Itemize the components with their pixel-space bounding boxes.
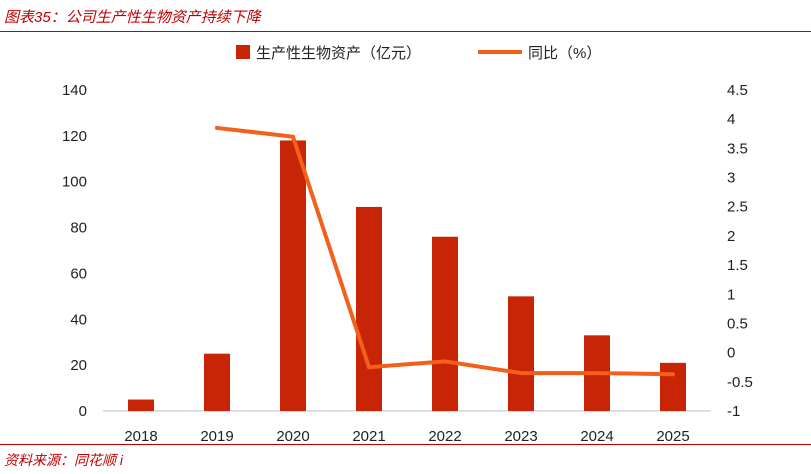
y-left-tick-label: 40 (70, 311, 87, 328)
y-left-tick-label: 120 (62, 128, 87, 145)
legend-label-line: 同比（%） (528, 45, 601, 62)
title-divider (0, 31, 811, 32)
y-right-tick-label: -1 (727, 403, 740, 420)
y-right-tick-label: 0.5 (727, 315, 748, 332)
figure-title: 图表35：公司生产性生物资产持续下降 (4, 9, 261, 26)
source-note: 资料来源：同花顺 i (4, 452, 123, 468)
y-left-tick-label: 140 (62, 82, 87, 99)
x-tick-label: 2018 (124, 428, 157, 445)
y-left-tick-label: 80 (70, 220, 87, 237)
bars (128, 140, 686, 411)
y-left-tick-label: 60 (70, 265, 87, 282)
y-right-tick-label: 3.5 (727, 140, 748, 157)
x-tick-label: 2021 (352, 428, 385, 445)
point-2023 (519, 371, 523, 376)
y-right-tick-label: 2 (727, 228, 735, 245)
x-tick-label: 2024 (580, 428, 613, 445)
y-left-tick-label: 100 (62, 174, 87, 191)
point-2022 (443, 359, 447, 364)
x-tick-label: 2022 (428, 428, 461, 445)
bar-2023 (508, 296, 534, 411)
bar-2018 (128, 399, 154, 411)
legend-label-bar: 生产性生物资产（亿元） (256, 45, 421, 62)
y-left-tick-label: 0 (79, 403, 87, 420)
source-divider (0, 444, 811, 445)
legend: 生产性生物资产（亿元） 同比（%） (236, 45, 601, 62)
bar-2025 (660, 362, 686, 411)
bar-2022 (432, 236, 458, 411)
point-2021 (367, 365, 371, 370)
x-axis-ticks: 2018 2019 2020 2021 2022 2023 2024 2025 (124, 428, 689, 445)
bar-2021 (356, 206, 382, 411)
y-right-tick-label: 3 (727, 170, 735, 187)
y-right-tick-label: 1.5 (727, 257, 748, 274)
x-tick-label: 2019 (200, 428, 233, 445)
bar-2020 (280, 140, 306, 411)
point-2025 (671, 372, 675, 377)
point-2019 (215, 125, 219, 130)
point-2020 (291, 134, 295, 139)
y-right-tick-label: 4.5 (727, 82, 748, 99)
y-axis-right-ticks: -1 -0.5 0 0.5 1 1.5 2 2.5 3 3.5 4 4.5 (727, 82, 753, 420)
y-right-tick-label: 4 (727, 111, 735, 128)
y-right-tick-label: -0.5 (727, 374, 753, 391)
y-left-tick-label: 20 (70, 357, 87, 374)
x-tick-label: 2020 (276, 428, 309, 445)
line-series (215, 125, 675, 377)
y-right-tick-label: 1 (727, 286, 735, 303)
x-tick-label: 2023 (504, 428, 537, 445)
y-right-tick-label: 2.5 (727, 199, 748, 216)
bar-2019 (204, 353, 230, 411)
y-axis-left-ticks: 0 20 40 60 80 100 120 140 (62, 82, 87, 420)
y-right-tick-label: 0 (727, 345, 735, 362)
point-2024 (595, 371, 599, 376)
x-tick-label: 2025 (656, 428, 689, 445)
legend-swatch-bar (236, 45, 250, 59)
